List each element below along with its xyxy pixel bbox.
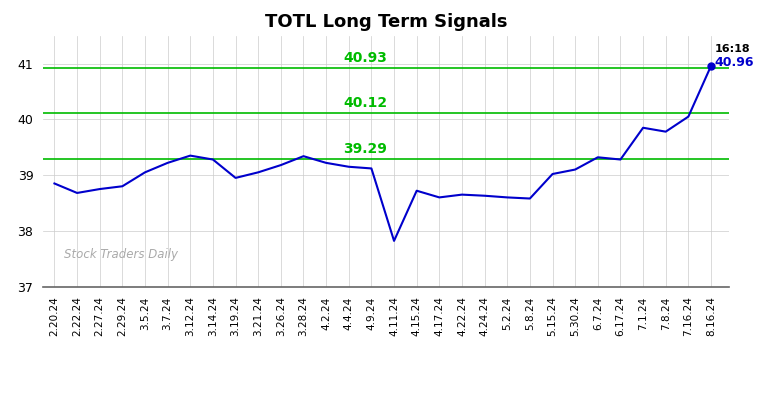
Text: 40.12: 40.12 (343, 96, 387, 110)
Text: 16:18: 16:18 (714, 44, 750, 54)
Text: 40.96: 40.96 (714, 56, 754, 69)
Title: TOTL Long Term Signals: TOTL Long Term Signals (265, 14, 507, 31)
Text: 40.93: 40.93 (343, 51, 387, 65)
Text: 39.29: 39.29 (343, 142, 387, 156)
Text: Stock Traders Daily: Stock Traders Daily (64, 248, 178, 261)
